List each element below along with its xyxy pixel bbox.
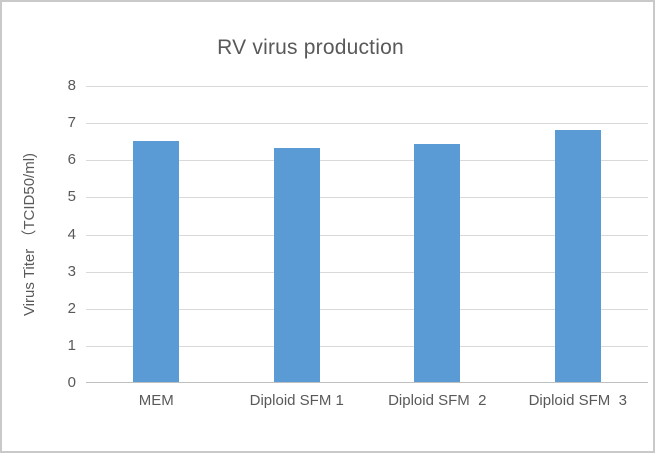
plot-area xyxy=(86,86,648,383)
bar-mem xyxy=(133,140,180,382)
gridline xyxy=(86,123,648,125)
gridline xyxy=(86,271,648,273)
y-tick-label: 3 xyxy=(67,262,76,280)
bar-diploid-sfm-2 xyxy=(414,144,461,382)
x-tick-label: MEM xyxy=(138,392,174,409)
y-tick-label: 1 xyxy=(67,336,76,354)
y-tick-label: 7 xyxy=(67,114,76,132)
gridline xyxy=(86,197,648,199)
y-tick-label: 8 xyxy=(67,77,76,94)
gridline xyxy=(86,86,648,87)
y-tick-label: 4 xyxy=(67,225,76,243)
x-tick-label: Diploid SFM 3 xyxy=(528,392,627,409)
gridline xyxy=(86,160,648,162)
x-tick-label: Diploid SFM 1 xyxy=(249,392,344,409)
gridline xyxy=(86,308,648,310)
bar-diploid-sfm-1 xyxy=(273,148,320,382)
chart-title: RV virus production xyxy=(217,36,404,59)
y-tick-label: 2 xyxy=(67,299,76,317)
y-tick-label: 0 xyxy=(67,374,76,391)
y-tick-label: 5 xyxy=(67,188,76,206)
y-tick-label: 6 xyxy=(67,151,76,169)
gridline xyxy=(86,345,648,347)
gridline xyxy=(86,234,648,236)
x-tick-label: Diploid SFM 2 xyxy=(388,392,487,409)
bar-diploid-sfm-3 xyxy=(554,129,601,382)
